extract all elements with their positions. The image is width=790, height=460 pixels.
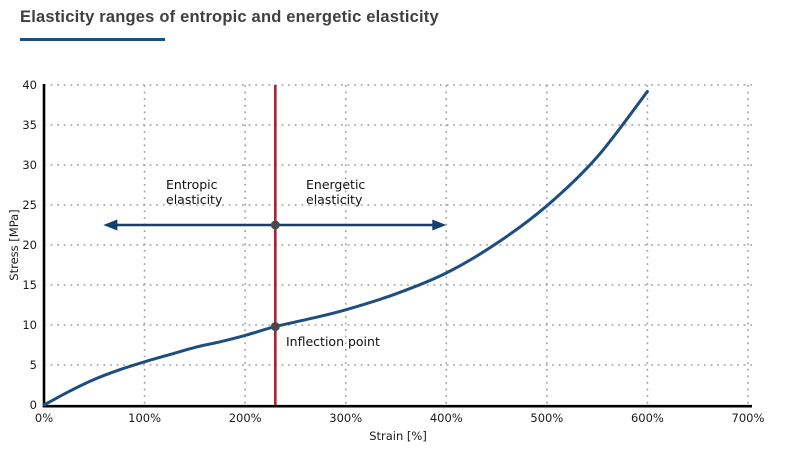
y-axis-title: Stress [MPa] xyxy=(7,209,21,281)
y-tick-label: 5 xyxy=(30,358,37,372)
y-tick-label: 10 xyxy=(22,318,37,332)
x-tick-label: 200% xyxy=(229,411,262,425)
y-tick-label: 0 xyxy=(30,398,37,412)
inflection-dot xyxy=(270,322,280,332)
arrow-left-head xyxy=(103,219,118,231)
stress-strain-curve xyxy=(42,89,649,407)
title-underline-bar xyxy=(20,38,165,41)
y-tick-label: 15 xyxy=(22,278,37,292)
x-tick-label: 600% xyxy=(631,411,664,425)
x-tick-label: 500% xyxy=(530,411,563,425)
x-tick-label: 100% xyxy=(128,411,161,425)
x-axis-title: Strain [%] xyxy=(369,429,427,443)
entropic-elasticity-label: Entropic elasticity xyxy=(166,177,223,207)
y-tick-label: 20 xyxy=(22,238,37,252)
y-tick-label: 40 xyxy=(22,78,37,92)
x-tick-label: 0% xyxy=(35,411,53,425)
energetic-elasticity-label: Energetic elasticity xyxy=(306,177,366,207)
arrow-midpoint-dot xyxy=(270,220,280,230)
y-tick-label: 35 xyxy=(22,118,37,132)
x-tick-label: 400% xyxy=(430,411,463,425)
y-tick-label: 25 xyxy=(22,198,37,212)
arrow-right-head xyxy=(432,219,447,231)
inflection-point-label: Inflection point xyxy=(286,334,380,349)
y-tick-label: 30 xyxy=(22,158,37,172)
x-tick-label: 700% xyxy=(732,411,765,425)
chart-title: Elasticity ranges of entropic and energe… xyxy=(20,8,439,26)
x-tick-label: 300% xyxy=(329,411,362,425)
